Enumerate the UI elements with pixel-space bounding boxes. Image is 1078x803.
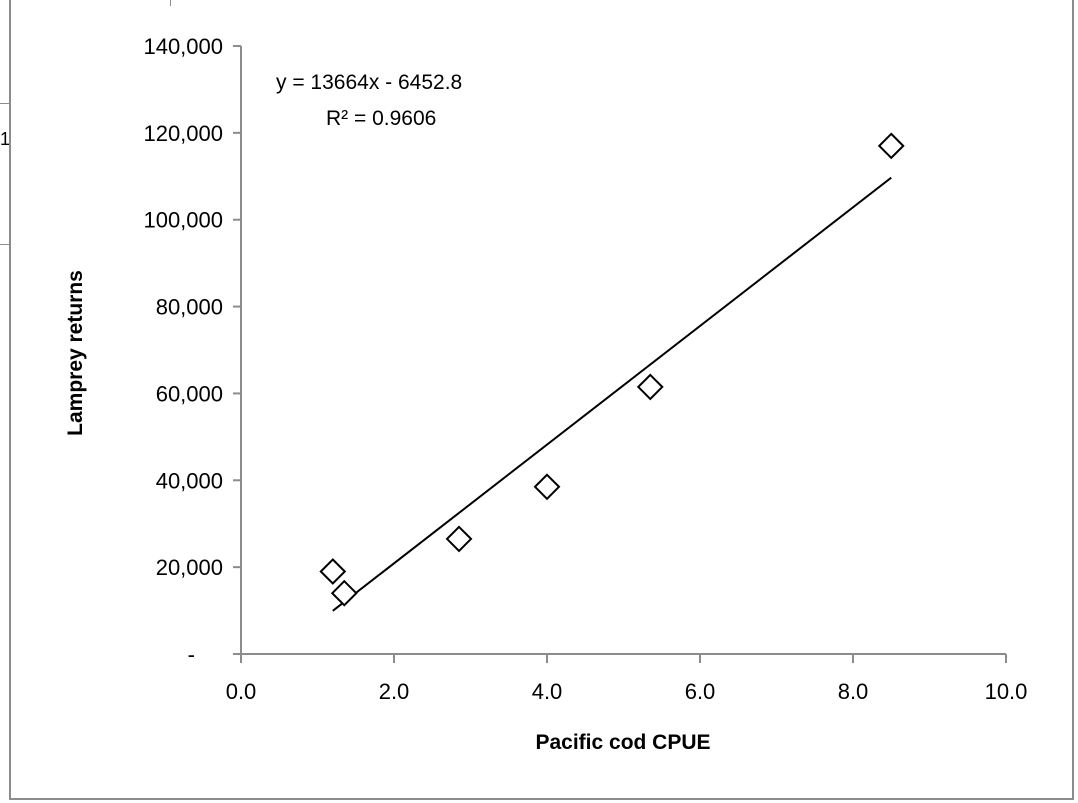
x-tick-label: 0.0: [226, 679, 257, 704]
y-axis-title: Lamprey returns: [64, 270, 87, 436]
x-axis-ticks: 0.0 2.0 4.0 6.0 8.0 10.0: [226, 654, 1028, 704]
y-tick-label: -: [188, 642, 195, 667]
x-tick-label: 4.0: [532, 679, 563, 704]
trendline-equation: y = 13664x - 6452.8: [276, 71, 462, 94]
y-tick-label: 40,000: [156, 468, 223, 493]
frame-top-mark: [170, 0, 171, 6]
x-tick-label: 8.0: [838, 679, 869, 704]
data-point-2[interactable]: [330, 579, 358, 607]
x-tick-label: 6.0: [685, 679, 716, 704]
data-point-3[interactable]: [445, 525, 473, 553]
background-text-fragment: 1: [0, 129, 11, 149]
data-point-1[interactable]: [319, 558, 347, 585]
y-tick-label: 100,000: [143, 208, 223, 233]
data-point-6[interactable]: [877, 132, 905, 160]
y-tick-label: 140,000: [143, 34, 223, 59]
data-points: [319, 132, 905, 607]
x-tick-label: 10.0: [985, 679, 1028, 704]
trendline: [332, 176, 892, 612]
y-tick-label: 60,000: [156, 381, 223, 406]
background-divider-top: [0, 103, 9, 104]
chart-area[interactable]: [9, 0, 1074, 800]
y-tick-label: 120,000: [143, 121, 223, 146]
x-tick-label: 2.0: [379, 679, 410, 704]
y-axis-ticks: - 20,000 40,000 60,000 80,000 100,000 120,000 1…: [143, 34, 241, 667]
y-tick-label: 80,000: [156, 295, 223, 320]
x-axis-title: Pacific cod CPUE: [535, 731, 710, 754]
trendline-group: [332, 176, 892, 612]
background-divider-bottom: [0, 244, 9, 245]
data-point-4[interactable]: [533, 473, 561, 501]
axes: [240, 46, 1006, 655]
trendline-r-squared: R² = 0.9606: [326, 107, 436, 130]
data-point-5[interactable]: [636, 373, 664, 401]
y-tick-label: 20,000: [156, 555, 223, 580]
